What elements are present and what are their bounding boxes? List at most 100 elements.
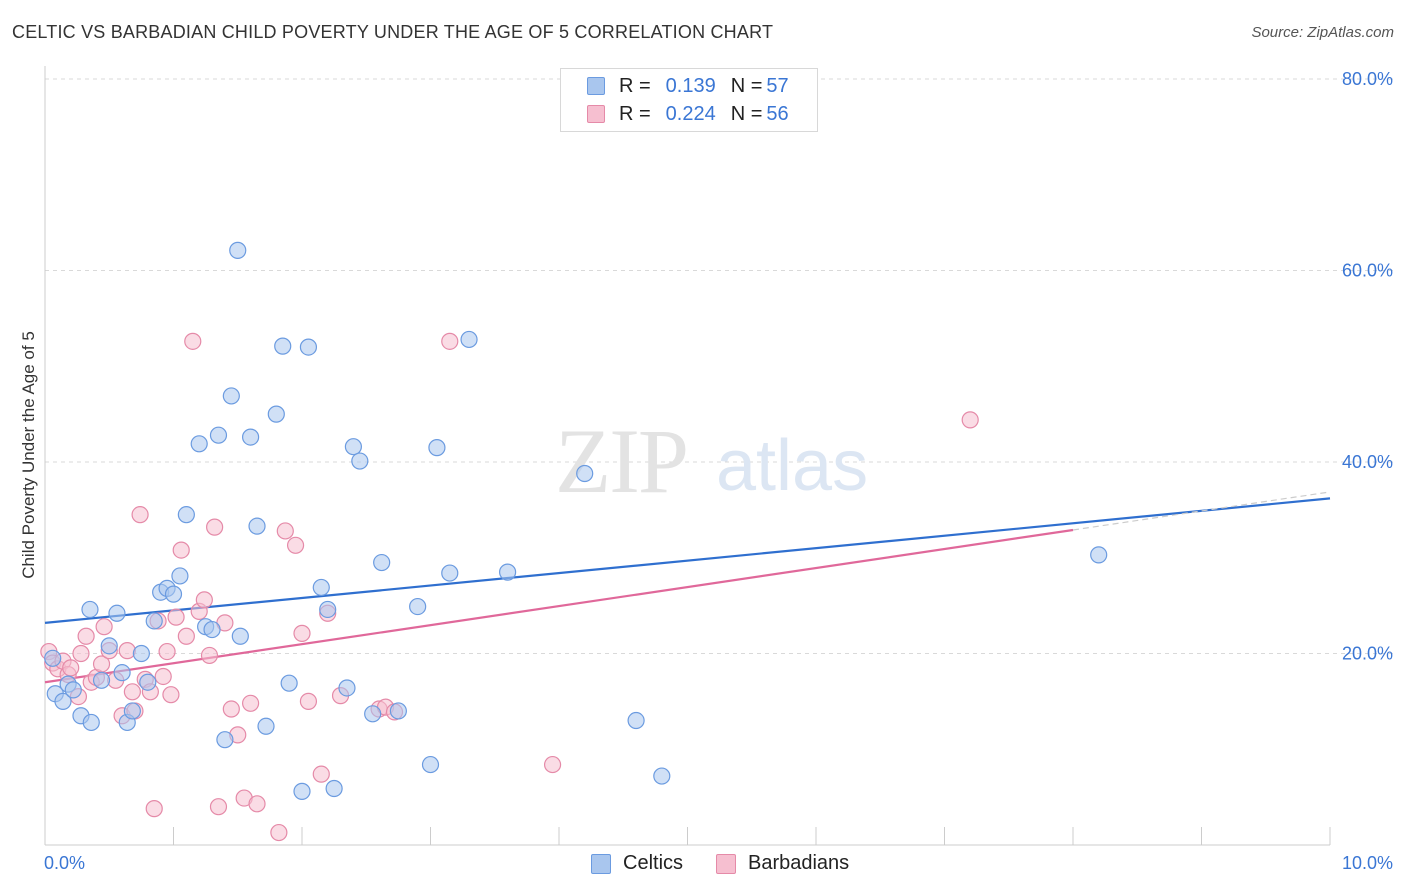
barbadians-point xyxy=(184,332,202,350)
y-tick-label: 80.0% xyxy=(1342,69,1393,89)
celtics-point xyxy=(344,438,362,456)
celtics-point xyxy=(113,664,131,682)
legend-swatch-celtics xyxy=(587,77,605,95)
points-layer xyxy=(40,241,1108,842)
barbadians-point xyxy=(248,795,266,813)
celtics-point xyxy=(312,578,330,597)
legend-r-label: R = xyxy=(619,102,651,125)
legend-r-value-barbadians: 0.224 xyxy=(665,102,716,125)
celtics-point xyxy=(299,338,318,356)
celtics-point xyxy=(190,435,208,453)
watermark-atlas: atlas xyxy=(716,426,868,506)
barbadians-point xyxy=(118,642,136,660)
celtics-point xyxy=(274,337,292,355)
barbadians-point xyxy=(62,659,80,677)
legend-r-label: R = xyxy=(619,74,651,97)
celtics-point xyxy=(293,782,311,800)
legend-swatch-barbadians xyxy=(587,105,605,123)
barbadians-point xyxy=(167,608,185,626)
legend-row-barbadians: R = 0.224 N = 56 xyxy=(587,101,793,127)
celtics-point xyxy=(231,627,249,645)
celtics-point xyxy=(364,705,382,723)
celtics-point xyxy=(325,779,343,798)
barbadians-point xyxy=(172,541,190,559)
celtics-point xyxy=(203,620,221,639)
celtics-point xyxy=(216,731,234,749)
celtics-point xyxy=(319,600,337,619)
celtics-point xyxy=(499,563,517,581)
y-tick-label: 60.0% xyxy=(1342,261,1393,281)
barbadians-trendline-extension xyxy=(1072,491,1331,531)
y-axis-label: Child Poverty Under the Age of 5 xyxy=(19,331,38,579)
bottom-legend-celtics: Celtics xyxy=(591,852,683,875)
celtics-point xyxy=(428,439,446,457)
bottom-swatch-barbadians xyxy=(716,853,736,874)
y-tick-label: 20.0% xyxy=(1342,644,1393,664)
barbadians-point xyxy=(123,683,141,701)
celtics-point xyxy=(441,564,459,582)
celtics-point xyxy=(82,713,100,732)
celtics-point xyxy=(100,637,118,655)
celtics-point xyxy=(409,597,427,616)
celtics-point xyxy=(222,387,240,405)
legend-r-value-celtics: 0.139 xyxy=(665,74,716,97)
celtics-point xyxy=(576,464,594,483)
barbadians-point xyxy=(286,536,305,554)
barbadians-point xyxy=(299,692,318,710)
barbadians-point xyxy=(293,624,311,642)
celtics-point xyxy=(421,755,440,774)
celtics-point xyxy=(248,517,266,535)
barbadians-point xyxy=(276,522,294,540)
barbadians-point xyxy=(222,700,240,718)
watermark: ZIP atlas xyxy=(555,410,868,512)
barbadians-point xyxy=(200,646,219,665)
legend-n-label: N = xyxy=(730,74,763,97)
celtics-point xyxy=(123,702,141,720)
source-label: Source: ZipAtlas.com xyxy=(1251,24,1394,41)
watermark-zip: ZIP xyxy=(555,410,687,512)
barbadians-point xyxy=(209,798,228,816)
bottom-legend-barbadians: Barbadians xyxy=(716,852,849,875)
celtics-point xyxy=(92,671,111,689)
celtics-point xyxy=(229,241,247,259)
celtics-point xyxy=(1090,546,1108,564)
barbadians-point xyxy=(270,823,288,842)
celtics-point xyxy=(373,553,391,572)
celtics-point xyxy=(177,506,195,524)
legend-row-celtics: R = 0.139 N = 57 xyxy=(587,73,793,99)
legend-n-value-celtics: 57 xyxy=(766,74,789,97)
barbadians-point xyxy=(195,591,213,609)
celtics-point xyxy=(653,767,671,785)
bottom-swatch-celtics xyxy=(591,853,611,874)
celtics-point xyxy=(460,330,478,349)
celtics-point xyxy=(164,585,183,603)
legend-n-value-barbadians: 56 xyxy=(766,102,789,125)
barbadians-point xyxy=(162,686,180,704)
chart-title: CELTIC VS BARBADIAN CHILD POVERTY UNDER … xyxy=(12,22,774,42)
celtics-point xyxy=(171,567,189,585)
barbadians-point xyxy=(95,618,113,636)
celtics-point xyxy=(108,604,126,622)
celtics-point xyxy=(389,702,407,720)
celtics-point xyxy=(351,452,369,470)
celtics-point xyxy=(242,428,260,446)
barbadians-point xyxy=(312,765,330,783)
celtics-point xyxy=(257,717,275,735)
y-tick-label: 40.0% xyxy=(1342,452,1393,472)
celtics-point xyxy=(267,405,285,423)
celtics-point xyxy=(338,679,356,697)
axes-layer xyxy=(44,66,1331,846)
barbadians-point xyxy=(158,642,176,661)
barbadians-point xyxy=(154,667,172,686)
celtics-point xyxy=(209,426,228,444)
legend-box: R = 0.139 N = 57 R = 0.224 N = 56 xyxy=(560,68,818,132)
celtics-point xyxy=(81,600,99,619)
celtics-point xyxy=(44,649,62,667)
barbadians-point xyxy=(72,644,90,663)
celtics-point xyxy=(132,644,150,663)
barbadians-point xyxy=(441,332,459,350)
barbadians-point xyxy=(177,627,195,645)
barbadians-point xyxy=(206,518,224,536)
celtics-trendline xyxy=(44,497,1331,624)
